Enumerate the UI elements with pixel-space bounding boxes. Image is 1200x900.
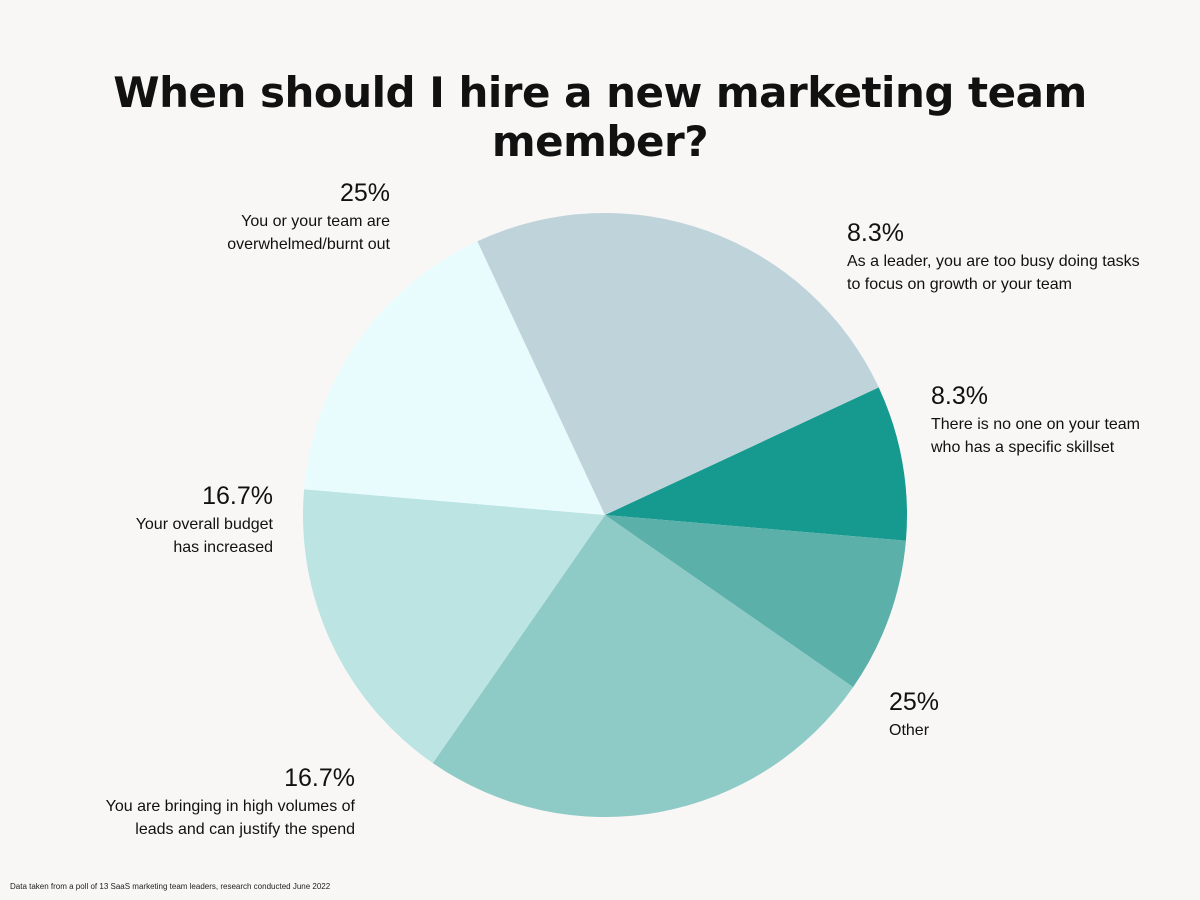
slice-pct: 16.7% [284, 764, 355, 792]
slice-budget-increased [304, 241, 605, 516]
slice-label-skillset: 8.3% There is no one on your team who ha… [931, 381, 1161, 459]
slice-text: You or your team are overwhelmed/burnt o… [227, 213, 390, 253]
slice-text: There is no one on your team who has a s… [931, 416, 1141, 456]
slice-text: As a leader, you are too busy doing task… [847, 253, 1140, 293]
slice-text: Your overall budget has increased [135, 516, 273, 556]
slice-label-high-volume-leads: 16.7% You are bringing in high volumes o… [80, 763, 355, 841]
slice-pct: 8.3% [931, 382, 988, 410]
chart-title: When should I hire a new marketing team … [113, 68, 1087, 166]
slice-skillset [605, 515, 906, 688]
slice-pct: 25% [339, 179, 390, 207]
slice-text: Other [889, 722, 930, 739]
slice-pct: 8.3% [847, 219, 904, 247]
slice-pct: 16.7% [202, 482, 273, 510]
slice-pct: 25% [889, 688, 940, 716]
slice-high-volume-leads [302, 489, 605, 764]
slice-label-budget-increased: 16.7% Your overall budget has increased [120, 481, 273, 559]
slice-label-other: 25% Other [889, 687, 1089, 742]
footnote: Data taken from a poll of 13 SaaS market… [10, 882, 331, 891]
slice-overwhelmed [477, 213, 879, 515]
slice-label-leader-busy: 8.3% As a leader, you are too busy doing… [847, 218, 1147, 296]
slice-other [432, 515, 854, 818]
slice-text: You are bringing in high volumes of lead… [105, 798, 355, 838]
slice-leader-busy [605, 387, 908, 541]
slice-label-overwhelmed: 25% You or your team are overwhelmed/bur… [190, 178, 390, 256]
